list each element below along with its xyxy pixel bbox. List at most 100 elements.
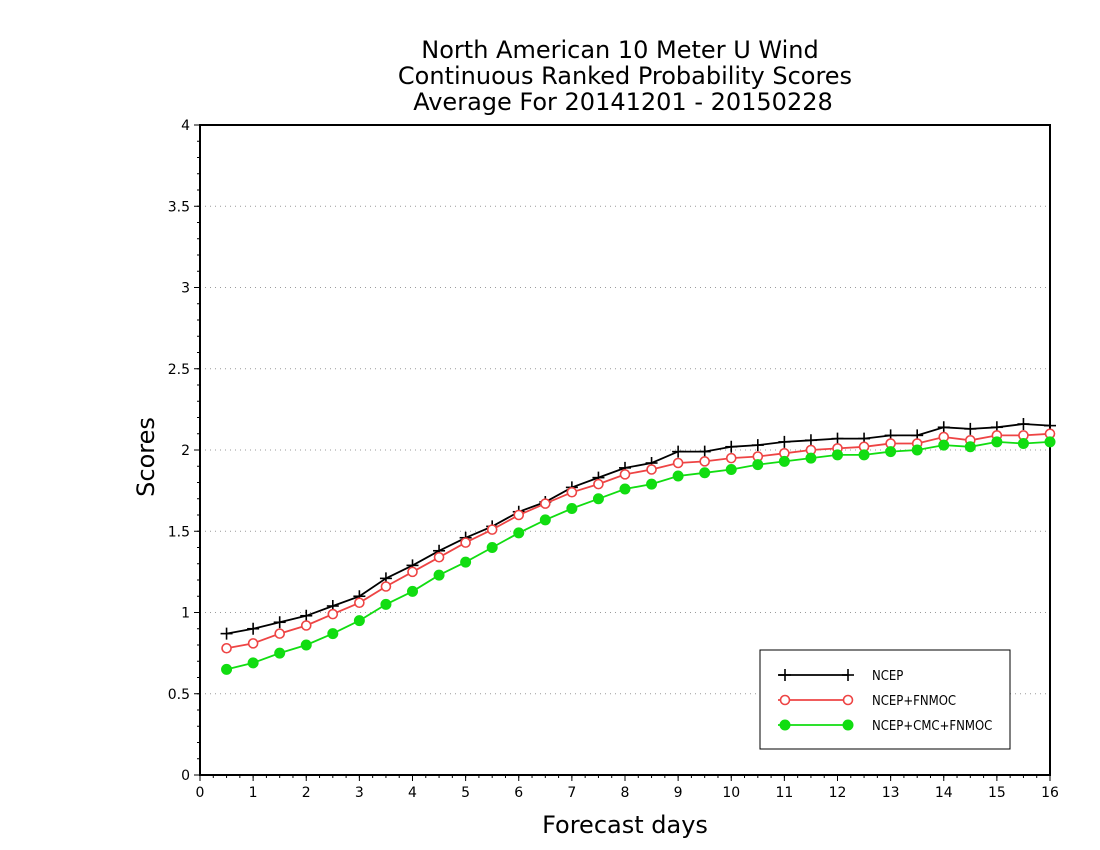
y-tick-label: 2.5 bbox=[168, 362, 190, 378]
data-point bbox=[725, 440, 738, 453]
y-tick-label: 3.5 bbox=[168, 199, 190, 215]
data-point bbox=[646, 464, 657, 475]
x-tick-label: 7 bbox=[567, 785, 576, 801]
data-point bbox=[300, 639, 312, 651]
legend-marker bbox=[779, 694, 791, 706]
legend-label: NCEP bbox=[872, 669, 903, 684]
data-point bbox=[327, 628, 339, 640]
y-tick-label: 3 bbox=[181, 281, 190, 297]
y-tick-label: 1 bbox=[181, 606, 190, 622]
x-tick-label: 10 bbox=[722, 785, 740, 801]
data-point bbox=[1017, 438, 1029, 449]
series bbox=[220, 418, 1056, 675]
x-tick-label: 9 bbox=[674, 785, 683, 801]
data-point bbox=[273, 616, 286, 629]
chart-title-line-2: Continuous Ranked Probability Scores bbox=[398, 62, 852, 90]
data-point bbox=[1017, 418, 1030, 430]
data-point bbox=[804, 434, 817, 447]
x-tick-label: 8 bbox=[621, 785, 630, 801]
data-point bbox=[672, 445, 685, 458]
data-point bbox=[539, 514, 551, 526]
data-point bbox=[752, 459, 764, 471]
data-point bbox=[592, 493, 604, 505]
x-tick-label: 0 bbox=[196, 785, 205, 801]
data-point bbox=[513, 509, 525, 521]
y-tick-label: 1.5 bbox=[168, 524, 190, 540]
y-tick-label: 0.5 bbox=[168, 687, 190, 703]
data-point bbox=[991, 436, 1003, 448]
data-point bbox=[247, 622, 260, 635]
data-point bbox=[619, 469, 631, 480]
data-point bbox=[751, 439, 764, 452]
x-tick-label: 3 bbox=[355, 785, 364, 801]
data-point bbox=[885, 446, 897, 458]
legend-marker bbox=[779, 669, 791, 681]
data-point bbox=[460, 556, 472, 568]
data-point bbox=[566, 503, 578, 514]
chart-title: North American 10 Meter U Wind Continuou… bbox=[398, 36, 852, 116]
data-point bbox=[220, 627, 233, 640]
axes: 00.511.522.533.540 1 2 3 4 5 6 7 8 9 10 11 12 13 14 15 1… bbox=[168, 118, 1059, 801]
y-tick-label: 2 bbox=[181, 443, 190, 459]
data-point bbox=[938, 439, 950, 451]
data-point bbox=[221, 663, 233, 675]
legend-marker bbox=[842, 694, 854, 706]
data-point bbox=[513, 527, 525, 539]
legend-label: NCEP+FNMOC bbox=[872, 694, 956, 709]
x-tick-label: 1 bbox=[249, 785, 258, 801]
data-point bbox=[964, 422, 977, 435]
x-tick-label: 5 bbox=[461, 785, 470, 801]
series-line bbox=[226, 440, 1051, 671]
data-point bbox=[433, 569, 445, 581]
data-point bbox=[725, 452, 737, 464]
data-point bbox=[327, 608, 339, 620]
y-axis-label: Scores bbox=[132, 417, 160, 497]
legend-marker bbox=[842, 669, 854, 681]
legend-item: NCEP+FNMOC bbox=[778, 694, 956, 709]
x-tick-label: 4 bbox=[408, 785, 417, 801]
x-tick-label: 11 bbox=[775, 785, 793, 801]
data-point bbox=[460, 537, 471, 548]
data-point bbox=[300, 620, 312, 631]
data-point bbox=[593, 478, 604, 490]
x-tick-label: 13 bbox=[882, 785, 900, 801]
data-point bbox=[911, 444, 923, 456]
legend-item: NCEP+CMC+FNMOC bbox=[778, 719, 992, 734]
legend: NCEP NCEP+FNMOC NCEP+CMC+FNMOC bbox=[759, 649, 1011, 750]
data-point bbox=[619, 483, 631, 495]
legend-marker bbox=[842, 719, 854, 731]
data-point bbox=[566, 486, 578, 498]
x-tick-label: 16 bbox=[1041, 785, 1059, 801]
data-point bbox=[407, 566, 418, 578]
data-point bbox=[354, 597, 365, 609]
data-point bbox=[221, 642, 232, 654]
data-point bbox=[247, 657, 259, 669]
series-2 bbox=[221, 428, 1056, 654]
data-point bbox=[778, 455, 790, 467]
x-tick-label: 15 bbox=[988, 785, 1006, 801]
x-axis-label: Forecast days bbox=[542, 811, 708, 839]
series-line bbox=[226, 423, 1051, 635]
data-point bbox=[725, 464, 737, 475]
data-point bbox=[805, 452, 817, 464]
data-point bbox=[858, 449, 870, 461]
legend-item: NCEP bbox=[778, 669, 903, 684]
series-3 bbox=[221, 436, 1056, 675]
x-tick-label: 12 bbox=[829, 785, 847, 801]
data-point bbox=[831, 432, 844, 445]
data-point bbox=[300, 609, 313, 622]
chart-title-line-1: North American 10 Meter U Wind bbox=[421, 36, 818, 64]
legend-marker bbox=[779, 719, 791, 731]
x-tick-label: 14 bbox=[935, 785, 953, 801]
data-point bbox=[380, 581, 392, 592]
data-point bbox=[274, 628, 285, 639]
x-tick-label: 6 bbox=[514, 785, 523, 801]
data-point bbox=[380, 598, 392, 610]
data-point bbox=[1044, 436, 1056, 448]
data-point bbox=[699, 456, 710, 467]
data-point bbox=[486, 542, 498, 553]
data-point bbox=[698, 445, 711, 458]
y-tick-label: 4 bbox=[181, 118, 190, 134]
data-point bbox=[274, 647, 286, 659]
data-point bbox=[672, 470, 684, 482]
